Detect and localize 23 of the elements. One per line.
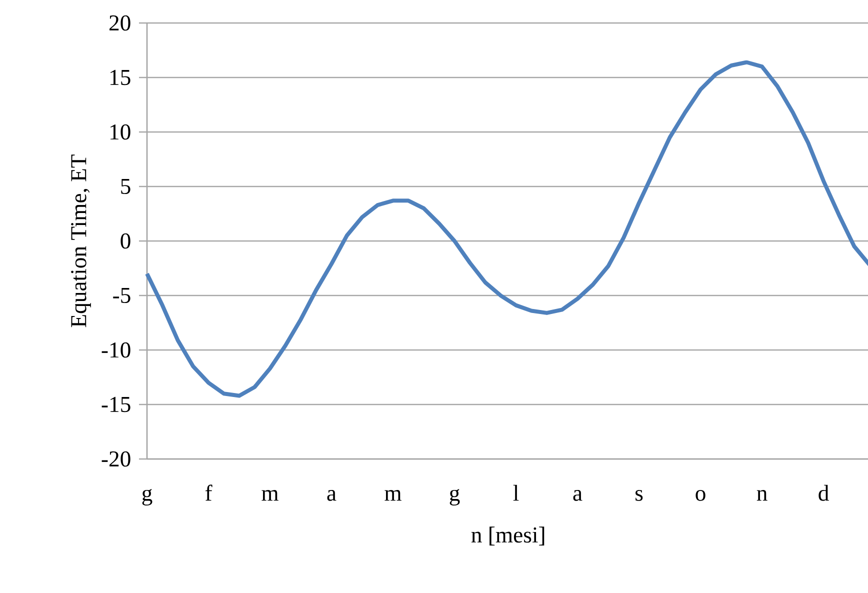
x-tick-label: a (327, 490, 336, 501)
y-tick-label: 15 (110, 70, 130, 86)
y-tick-label: -5 (113, 288, 130, 304)
x-tick-label: s (636, 490, 643, 501)
x-tick-label: d (818, 484, 829, 501)
y-tick-label: 10 (110, 124, 130, 140)
x-tick-label: n (756, 490, 768, 501)
y-axis-title: Equation Time, ET (71, 154, 91, 328)
y-tick-label: 5 (121, 178, 130, 194)
x-tick-label: g (142, 489, 152, 506)
y-tick-label: -20 (102, 451, 130, 467)
x-tick-label: f (205, 484, 212, 501)
y-tick-label: -10 (102, 342, 130, 358)
y-tick-label: 0 (120, 233, 130, 249)
x-tick-label: g (450, 489, 460, 506)
x-tick-label: a (573, 490, 582, 501)
y-tick-label: 20 (110, 15, 130, 31)
x-axis-title: n [mesi] (471, 526, 544, 546)
y-tick-label: -15 (102, 396, 130, 412)
x-tick-label: l (513, 484, 519, 501)
x-tick-label: o (696, 490, 706, 501)
x-tick-label: m (262, 490, 278, 501)
x-tick-label: m (384, 490, 402, 501)
